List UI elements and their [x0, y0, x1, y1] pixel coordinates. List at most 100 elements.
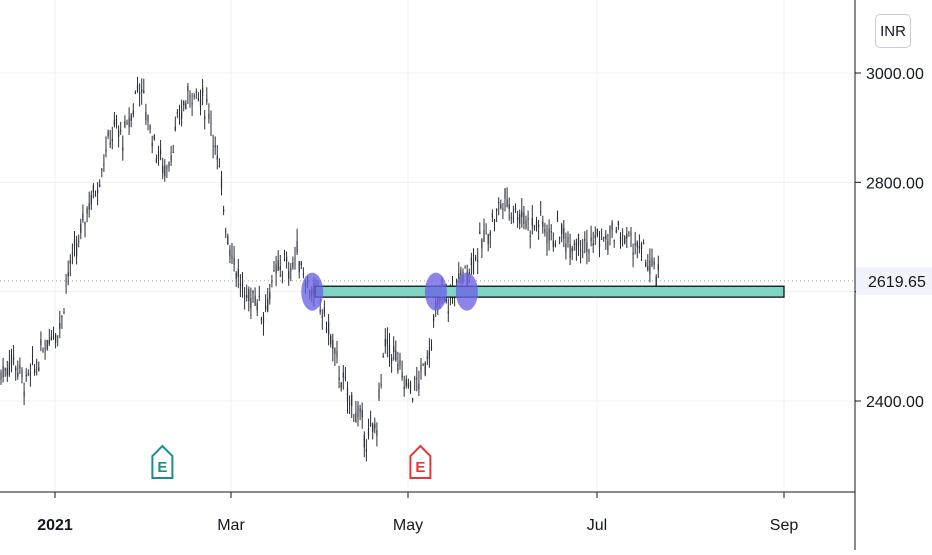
candle-body [580, 250, 582, 252]
candle-body [197, 98, 199, 101]
candle-body [477, 260, 479, 262]
candle-body [506, 199, 508, 208]
candle-body [195, 91, 197, 93]
candle-body [84, 221, 86, 225]
candle-body [359, 408, 361, 413]
candle-body [502, 208, 504, 210]
candle-body [269, 292, 271, 299]
candle-body [342, 372, 344, 378]
candle-body [586, 242, 588, 252]
candle-body [57, 335, 59, 337]
candle-body [61, 316, 63, 318]
candle-body [172, 152, 174, 154]
candle-body [420, 365, 422, 371]
candle-body [353, 420, 355, 422]
candle-body [300, 262, 302, 266]
candle-body [21, 370, 23, 378]
candle-body [8, 362, 10, 376]
candle-body [418, 383, 420, 390]
candle-body [514, 207, 517, 211]
candle-body [622, 234, 624, 236]
candle-body [508, 204, 510, 210]
candle-body [382, 355, 384, 358]
candle-body [605, 235, 607, 240]
candle-body [193, 95, 195, 97]
candle-body [17, 372, 19, 377]
candle-body [27, 372, 29, 374]
candle-body [638, 245, 640, 249]
candle-body [111, 138, 113, 142]
support-zone [314, 285, 785, 298]
candle-body [596, 228, 598, 236]
candle-body [187, 86, 189, 92]
candle-body [456, 279, 458, 283]
candle-body [552, 240, 554, 248]
candle-body [491, 213, 493, 218]
candle-body [548, 228, 550, 241]
candle-body [46, 340, 48, 350]
candle-body [202, 87, 204, 97]
candle-body [430, 346, 433, 349]
currency-badge[interactable]: INR [875, 14, 911, 48]
candle-body [279, 266, 281, 270]
candle-body [38, 367, 40, 371]
candle-body [225, 231, 227, 233]
candle-body [624, 236, 626, 244]
candle-body [577, 234, 580, 247]
candle-body [254, 296, 256, 306]
candle-body [634, 243, 636, 245]
candle-body [325, 328, 328, 331]
candle-body [283, 258, 286, 260]
candle-body [216, 155, 218, 160]
candle-body [166, 167, 168, 169]
earnings-badge[interactable]: E [409, 444, 432, 479]
candle-body [281, 274, 283, 276]
candle-body [565, 243, 567, 252]
candle-body [504, 188, 506, 199]
earnings-badge[interactable]: E [151, 444, 174, 479]
earnings-badge-shape [409, 444, 432, 479]
candle-body [233, 257, 235, 265]
candle-body [475, 257, 477, 260]
candle-body [250, 298, 252, 309]
candle-body [615, 229, 617, 233]
candle-body [59, 323, 61, 329]
candle-body [617, 221, 619, 226]
candle-body [227, 235, 229, 245]
candle-body [376, 429, 378, 436]
candle-body [538, 224, 540, 227]
candle-body [2, 365, 4, 378]
candle-body [575, 241, 577, 251]
support-zone-layer[interactable] [314, 285, 785, 298]
currency-label: INR [880, 22, 906, 40]
candle-body [346, 387, 349, 402]
candle-body [78, 241, 80, 243]
y-tick-label: 2800.00 [866, 175, 924, 192]
candle-body [544, 229, 546, 233]
candle-body [433, 315, 435, 322]
candle-body [252, 291, 254, 294]
candle-body [651, 258, 653, 266]
candle-body [628, 231, 630, 233]
candle-body [321, 315, 323, 318]
candle-body [36, 362, 38, 364]
candle-body [76, 243, 78, 256]
candle-body [29, 373, 31, 376]
candle-body [422, 364, 424, 366]
candle-body [199, 98, 202, 107]
candle-body [649, 260, 651, 274]
candle-body [178, 116, 181, 120]
candle-body [88, 203, 90, 210]
candle-body [540, 211, 542, 213]
earnings-badge-label: E [157, 459, 167, 476]
candle-body [90, 195, 92, 205]
candle-body [4, 368, 6, 371]
candle-body [286, 257, 288, 262]
candle-body [405, 378, 407, 387]
candle-body [367, 428, 370, 437]
candle-body [267, 298, 269, 312]
